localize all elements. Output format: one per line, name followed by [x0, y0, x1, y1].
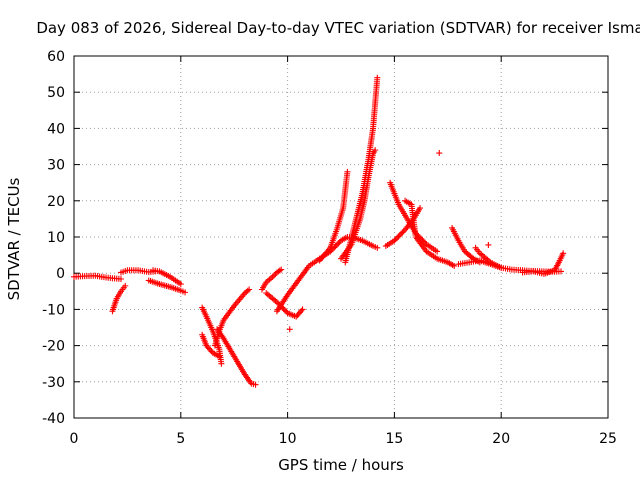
y-tick-label: -30 [42, 375, 65, 391]
data-point [295, 310, 302, 317]
data-point [422, 239, 429, 246]
data-point [394, 234, 401, 241]
data-point [218, 360, 225, 367]
x-axis-label: GPS time / hours [278, 456, 404, 474]
data-point [344, 168, 351, 175]
data-point [372, 147, 379, 154]
data-point [203, 342, 210, 349]
data-point [271, 272, 278, 279]
data-point [560, 250, 567, 257]
data-point [117, 275, 124, 282]
data-point [434, 248, 441, 255]
data-point [293, 313, 300, 320]
data-point [216, 353, 223, 360]
data-point [335, 240, 342, 247]
y-tick-label: 40 [47, 121, 65, 137]
data-point [374, 74, 381, 81]
data-point [252, 381, 259, 388]
y-axis-label: SDTVAR / TECUs [5, 177, 23, 300]
data-point [299, 306, 306, 313]
data-point [281, 307, 288, 314]
data-point [485, 241, 492, 248]
data-point [558, 268, 565, 275]
y-tick-labels: -40 -30 -20 -10 0 10 20 30 40 50 60 [42, 49, 65, 427]
x-tick-labels: 0 5 10 15 20 25 [70, 431, 617, 447]
data-point [398, 230, 405, 237]
data-point [177, 281, 184, 288]
y-tick-label: 50 [47, 85, 65, 101]
y-tick-label: 10 [47, 230, 65, 246]
data-point [396, 232, 403, 239]
data-point [276, 267, 283, 274]
data-point [436, 150, 443, 157]
data-point [122, 282, 129, 289]
data-point [205, 345, 212, 352]
x-tick-label: 15 [385, 431, 403, 447]
data-point [392, 236, 399, 243]
data-point [296, 309, 303, 316]
axis-ticks [73, 55, 609, 419]
x-tick-label: 20 [492, 431, 510, 447]
y-tick-label: -20 [42, 339, 65, 355]
data-point [273, 299, 280, 306]
data-point [278, 266, 285, 273]
data-points [71, 74, 567, 388]
data-point [246, 286, 253, 293]
x-tick-label: 25 [599, 431, 617, 447]
data-point [204, 344, 211, 351]
y-tick-label: 60 [47, 49, 65, 65]
data-point [294, 312, 301, 319]
data-point [280, 305, 287, 312]
chart-title: Day 083 of 2026, Sidereal Day-to-day VTE… [36, 19, 640, 37]
data-point [451, 262, 458, 269]
data-point [244, 287, 251, 294]
data-point [498, 264, 505, 271]
data-point [395, 233, 402, 240]
data-point [269, 273, 276, 280]
data-point [298, 307, 305, 314]
x-tick-label: 10 [279, 431, 297, 447]
y-tick-label: 0 [56, 266, 65, 282]
grid-lines [74, 56, 608, 418]
data-point [207, 346, 214, 353]
data-point [374, 244, 381, 251]
data-point [333, 241, 340, 248]
x-tick-label: 5 [176, 431, 185, 447]
x-tick-label: 0 [70, 431, 79, 447]
data-point [400, 228, 407, 235]
data-point [283, 308, 290, 315]
y-tick-label: -40 [42, 411, 65, 427]
data-point [391, 237, 398, 244]
data-point [286, 326, 293, 333]
data-point [469, 254, 476, 261]
data-point [399, 229, 406, 236]
data-point [182, 289, 189, 296]
y-tick-label: 30 [47, 158, 65, 174]
y-tick-label: 20 [47, 194, 65, 210]
data-point [417, 205, 424, 212]
y-tick-label: -10 [42, 302, 65, 318]
